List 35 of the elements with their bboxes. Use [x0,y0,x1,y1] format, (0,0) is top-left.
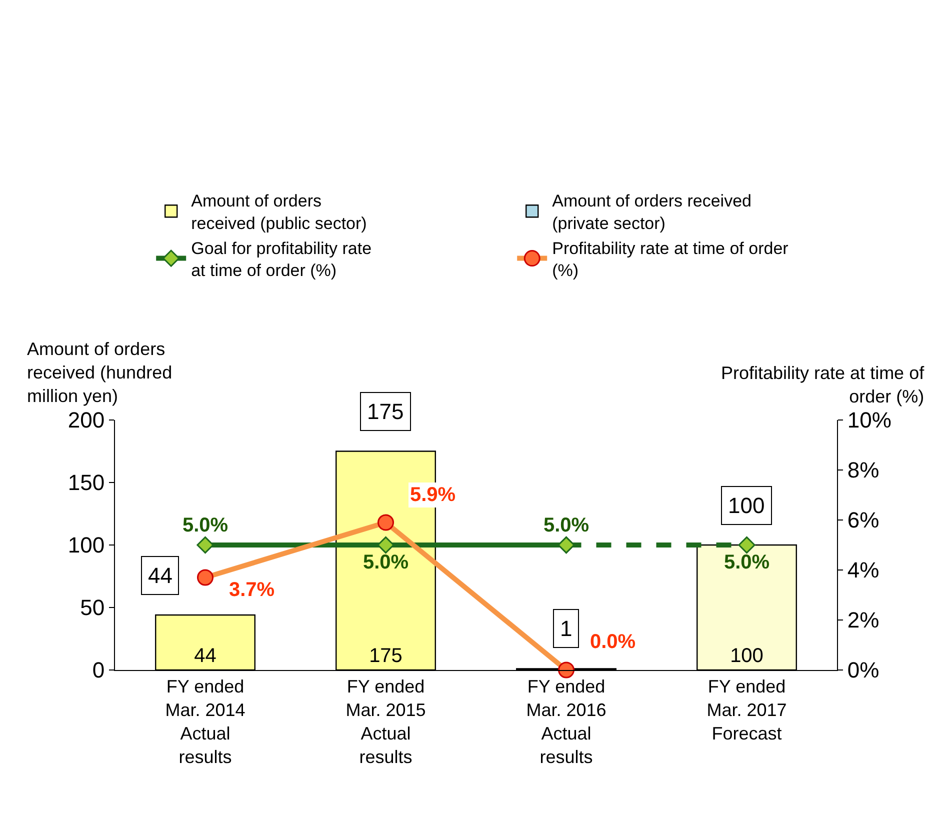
y2-axis-title: Profitability rate at time of order (%) [721,363,926,406]
x-tick-label: FY ended Mar. 2017 Forecast [706,676,787,744]
data-label: 100 [730,645,764,667]
data-label: 3.7% [229,579,275,601]
legend-label: Amount of orders received (public sector) [191,192,367,233]
x-tick-label: FY ended Mar. 2014 Actual results [165,676,246,767]
data-label: 5.0% [182,514,228,536]
y2-tick-label: 0% [847,658,880,683]
y2-tick-label: 10% [847,408,892,433]
y2-tick-label: 8% [847,458,880,483]
y2-tick-label: 6% [847,508,880,533]
y-tick-label: 0 [92,658,105,683]
x-tick-label: FY ended Mar. 2016 Actual results [526,676,606,767]
y-tick-label: 150 [68,470,105,496]
legend-label: Profitability rate at time of order (%) [552,238,789,280]
data-label: 5.0% [724,552,770,574]
total-label: 44 [148,563,172,588]
data-label: 5.9% [410,484,456,506]
y-tick-label: 100 [68,532,105,558]
data-label: 5.0% [543,514,590,536]
data-label: 5.0% [362,552,409,574]
legend-label: Goal for profitability rate at time of order (%) [191,238,372,280]
y2-tick-label: 2% [847,608,880,633]
total-label: 100 [728,493,765,518]
y-tick-label: 200 [68,408,105,433]
legend-label: Amount of orders received (private sector) [552,192,752,233]
total-label: 1 [560,616,572,641]
total-label: 175 [367,399,404,424]
y-axis-title: Amount of orders received (hundred million yen) [27,339,172,406]
data-label: 0.0% [590,631,636,653]
x-tick-label: FY ended Mar. 2015 Actual results [346,676,426,767]
data-label: 175 [369,645,402,667]
data-label: 44 [194,645,216,667]
y2-tick-label: 4% [847,558,880,583]
y-tick-label: 50 [80,595,105,620]
